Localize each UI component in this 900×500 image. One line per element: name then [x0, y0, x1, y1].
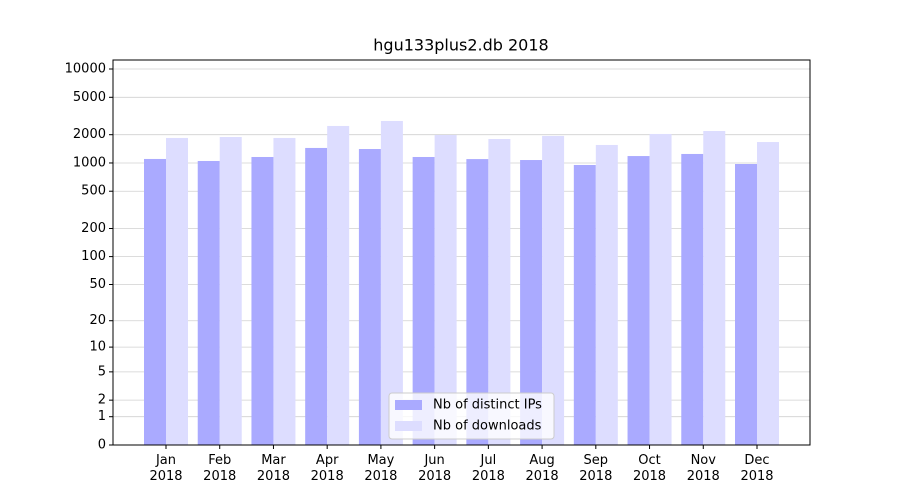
x-tick-label: Jan 2018 — [149, 453, 183, 484]
bar — [703, 130, 726, 445]
x-tick-label: May 2018 — [364, 453, 398, 484]
bar — [595, 144, 618, 445]
bar — [251, 156, 274, 445]
legend-swatch — [395, 400, 422, 410]
bar — [358, 149, 381, 446]
bar — [273, 137, 296, 445]
bar — [542, 135, 565, 445]
x-tick-label: Nov 2018 — [686, 453, 720, 484]
bar — [757, 142, 779, 445]
legend: Nb of distinct IPs Nb of downloads — [388, 392, 555, 440]
x-tick-label: Sep 2018 — [579, 453, 613, 484]
x-tick-label: Mar 2018 — [256, 453, 290, 484]
bar — [573, 164, 596, 446]
bar — [197, 160, 220, 445]
y-tick-label: 200 — [81, 221, 106, 236]
legend-label: Nb of downloads — [433, 419, 542, 434]
y-tick-label: 20 — [89, 313, 106, 328]
y-tick-label: 5000 — [73, 90, 106, 105]
x-tick-label: Aug 2018 — [525, 453, 559, 484]
y-tick-label: 500 — [81, 184, 106, 199]
x-tick-label: Dec 2018 — [740, 453, 774, 484]
y-tick-label: 1 — [98, 409, 106, 424]
legend-swatch — [395, 421, 422, 431]
x-tick-label: Apr 2018 — [310, 453, 344, 484]
y-tick-label: 10 — [89, 340, 106, 355]
y-tick-label: 1000 — [73, 155, 106, 170]
bar — [412, 156, 435, 445]
bar — [735, 164, 757, 446]
bar — [144, 158, 166, 445]
legend-label: Nb of distinct IPs — [433, 398, 542, 413]
y-tick-label: 100 — [81, 249, 106, 264]
bar — [488, 138, 511, 445]
bar — [380, 120, 403, 445]
chart-title: hgu133plus2.db 2018 — [373, 36, 548, 55]
x-tick-label: Jun 2018 — [418, 453, 452, 484]
bar — [681, 153, 704, 445]
y-tick-label: 5 — [98, 364, 106, 379]
y-tick-label: 50 — [89, 277, 106, 292]
y-tick-label: 2000 — [73, 127, 106, 142]
bar — [466, 159, 489, 445]
bar — [305, 147, 328, 445]
plot-frame — [112, 59, 811, 446]
x-tick-label: Oct 2018 — [632, 453, 667, 484]
x-tick-label: Jul 2018 — [471, 453, 505, 484]
bar — [434, 135, 457, 445]
y-tick-label: 2 — [98, 393, 106, 408]
bar — [327, 125, 350, 446]
bar — [166, 137, 188, 445]
bar — [520, 160, 543, 445]
bar — [649, 133, 672, 445]
x-tick-label: Feb 2018 — [203, 453, 237, 484]
y-tick-label: 10000 — [65, 62, 106, 77]
y-tick-label: 0 — [98, 438, 106, 453]
bar — [627, 156, 650, 445]
legend-box — [388, 392, 555, 440]
bar — [219, 137, 242, 445]
